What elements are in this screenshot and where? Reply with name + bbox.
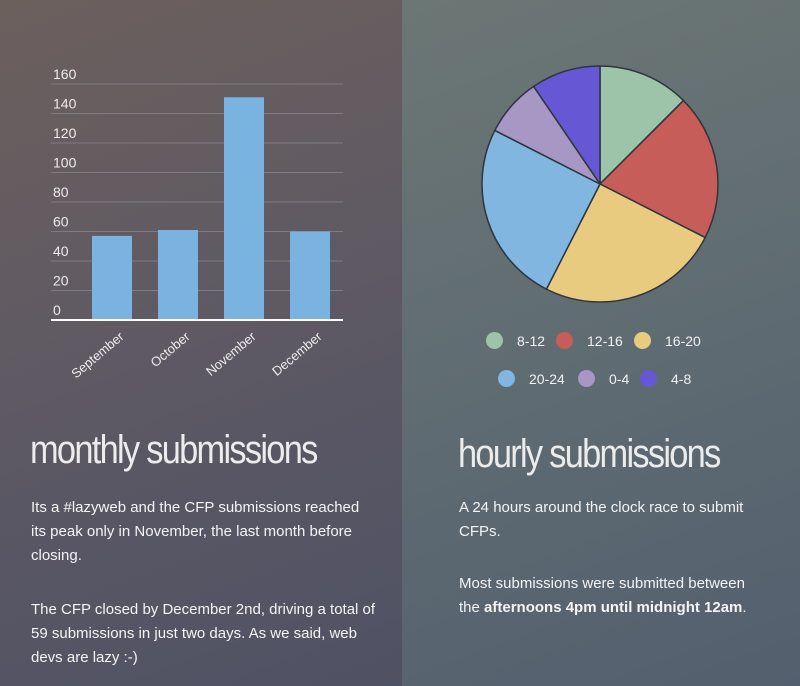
y-tick-label: 160 [53, 66, 77, 82]
y-tick-label: 0 [53, 302, 61, 318]
pie-slice [545, 183, 706, 303]
bar [92, 235, 132, 320]
bar [224, 97, 264, 321]
monthly-paragraph-1: Its a #lazyweb and the CFP submissions r… [31, 499, 360, 564]
legend-item: 16-20 [634, 332, 701, 349]
legend-item: 8-12 [486, 332, 545, 349]
legend-label: 0-4 [609, 370, 630, 387]
legend-label: 16-20 [665, 332, 701, 349]
legend-swatch [578, 370, 595, 387]
y-tick-label: 80 [53, 184, 69, 200]
legend-swatch [640, 370, 657, 387]
legend-label: 4-8 [671, 370, 692, 387]
pie-slice [532, 65, 601, 185]
y-tick-label: 120 [53, 125, 77, 141]
hourly-pie-chart [481, 65, 719, 303]
x-tick-label: September [68, 328, 127, 381]
hourly-panel: 8-12 12-16 16-20 20-24 0-4 4-8 hourly submiss… [402, 0, 800, 686]
y-tick-label: 60 [53, 214, 69, 230]
legend-swatch [498, 370, 515, 387]
monthly-panel: 0 20 40 60 80 100 120 140 160 September October Nov… [0, 0, 402, 686]
legend-label: 8-12 [517, 332, 546, 349]
y-tick-label: 100 [53, 155, 77, 171]
hourly-paragraph-2-text: Most submissions were submitted between … [459, 575, 745, 616]
pie-slice [481, 129, 601, 290]
legend-item: 4-8 [640, 370, 691, 387]
legend-swatch [634, 332, 651, 349]
monthly-title: monthly submissions [30, 428, 318, 472]
legend-item: 20-24 [498, 370, 565, 387]
y-tick-label: 20 [53, 273, 69, 289]
hourly-paragraph-2: Most submissions were submitted between … [459, 572, 759, 620]
y-tick-label: 40 [53, 243, 69, 259]
x-tick-label: November [203, 328, 259, 378]
legend-swatch [556, 332, 573, 349]
pie-slice [599, 65, 685, 185]
hourly-paragraph-2-emphasis: afternoons 4pm until midnight 12am [484, 599, 743, 616]
monthly-bar-chart: 0 20 40 60 80 100 120 140 160 September October Nov… [51, 66, 343, 381]
legend-item: 12-16 [556, 332, 623, 349]
legend-label: 20-24 [529, 370, 565, 387]
hourly-title: hourly submissions [458, 432, 721, 476]
bar [290, 231, 330, 320]
legend-item: 0-4 [578, 370, 629, 387]
x-tick-label: October [148, 328, 194, 370]
monthly-paragraph-2: The CFP closed by December 2nd, driving … [31, 601, 376, 666]
legend-label: 12-16 [587, 332, 623, 349]
x-tick-label: December [269, 328, 325, 378]
pie-slice [599, 99, 719, 239]
y-tick-label: 140 [53, 96, 77, 112]
hourly-paragraph-2-end: . [742, 599, 747, 616]
legend-swatch [486, 332, 503, 349]
bar [158, 230, 198, 320]
hourly-paragraph-1: A 24 hours around the clock race to subm… [459, 499, 744, 540]
